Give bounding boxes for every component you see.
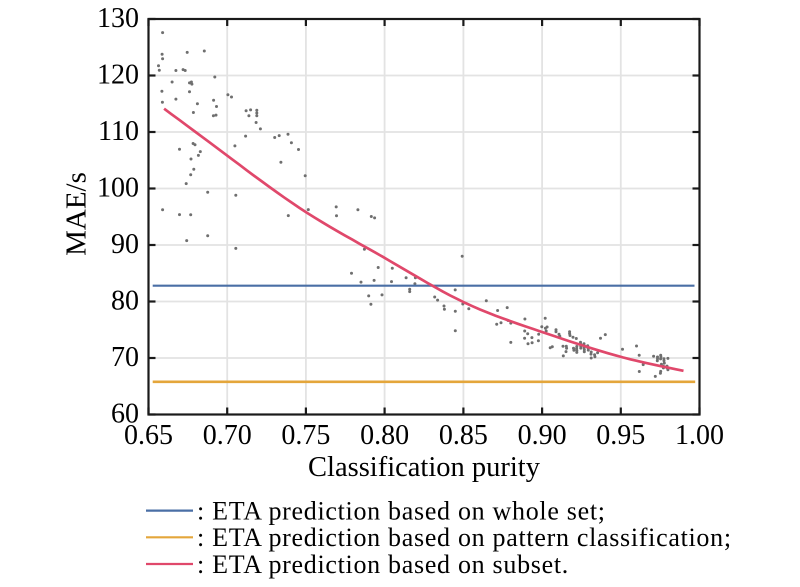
- svg-text:120: 120: [97, 59, 139, 90]
- svg-text:MAE/s: MAE/s: [61, 172, 93, 256]
- svg-text:0.75: 0.75: [281, 420, 330, 451]
- svg-text:60: 60: [111, 398, 139, 429]
- svg-text:100: 100: [97, 172, 139, 203]
- svg-text:70: 70: [111, 342, 139, 373]
- svg-text:90: 90: [111, 229, 139, 260]
- svg-text:: ETA prediction based on subs: : ETA prediction based on subset.: [197, 550, 569, 579]
- svg-text:0.85: 0.85: [439, 420, 488, 451]
- svg-text:80: 80: [111, 285, 139, 316]
- svg-text:0.80: 0.80: [360, 420, 409, 451]
- svg-text:1.00: 1.00: [675, 420, 724, 451]
- svg-text:130: 130: [97, 3, 139, 34]
- svg-text:0.70: 0.70: [203, 420, 252, 451]
- svg-text:110: 110: [98, 116, 139, 147]
- svg-text:: ETA prediction based on patt: : ETA prediction based on pattern classi…: [197, 523, 732, 552]
- svg-text:0.90: 0.90: [518, 420, 567, 451]
- svg-text:Classification purity: Classification purity: [308, 452, 541, 483]
- svg-text:0.95: 0.95: [596, 420, 645, 451]
- svg-text:: ETA prediction based on whol: : ETA prediction based on whole set;: [197, 496, 606, 525]
- svg-text:0.65: 0.65: [124, 420, 173, 451]
